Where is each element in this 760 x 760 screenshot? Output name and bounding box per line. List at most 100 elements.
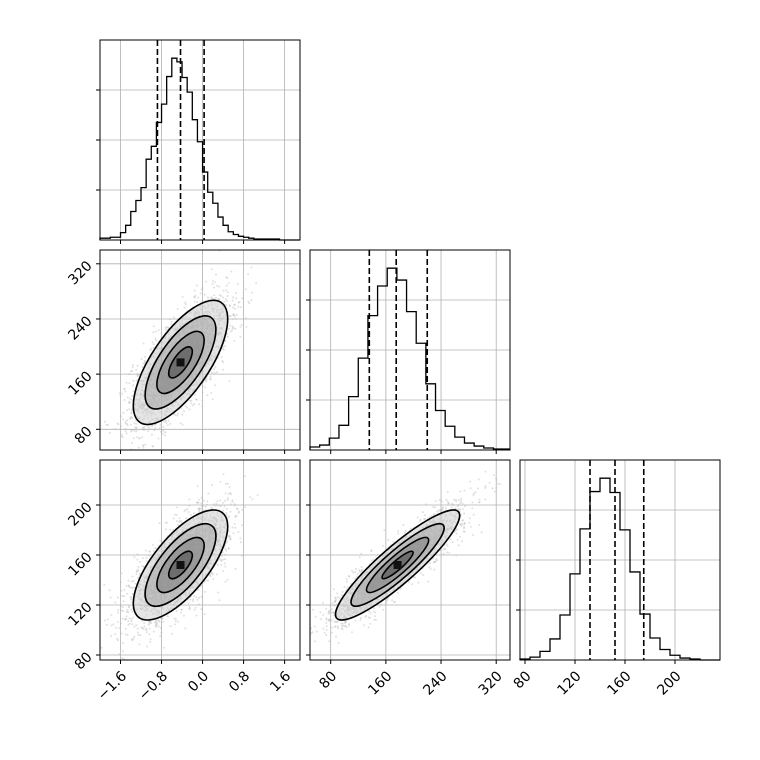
sample-point bbox=[197, 508, 200, 511]
sample-point bbox=[219, 558, 221, 560]
sample-point bbox=[135, 570, 138, 572]
sample-point bbox=[130, 416, 133, 418]
sample-point bbox=[121, 657, 124, 659]
sample-point bbox=[143, 360, 146, 363]
sample-point bbox=[201, 585, 204, 588]
sample-point bbox=[133, 422, 136, 425]
sample-point bbox=[222, 570, 224, 572]
sample-point bbox=[220, 563, 223, 566]
sample-point bbox=[201, 385, 204, 387]
sample-point bbox=[130, 429, 133, 431]
sample-point bbox=[221, 359, 224, 362]
sample-point bbox=[226, 498, 229, 501]
sample-point bbox=[233, 339, 236, 342]
sample-point bbox=[124, 390, 127, 393]
sample-point bbox=[226, 482, 229, 485]
sample-point bbox=[233, 303, 236, 306]
sample-point bbox=[216, 504, 219, 507]
sample-point bbox=[131, 442, 133, 445]
y-tick-label: 240 bbox=[65, 313, 95, 343]
sample-point bbox=[104, 619, 107, 622]
sample-point bbox=[197, 588, 200, 591]
sample-point bbox=[234, 327, 237, 330]
sample-point bbox=[126, 409, 129, 412]
sample-point bbox=[110, 613, 113, 616]
sample-point bbox=[124, 618, 127, 621]
sample-point bbox=[132, 616, 134, 619]
sample-point bbox=[170, 320, 173, 323]
sample-point bbox=[159, 539, 162, 542]
sample-point bbox=[151, 341, 154, 344]
sample-point bbox=[142, 446, 145, 449]
sample-point bbox=[235, 291, 237, 294]
sample-point bbox=[150, 622, 153, 624]
sample-point bbox=[198, 509, 201, 512]
sample-point bbox=[233, 314, 236, 317]
sample-point bbox=[129, 417, 132, 420]
sample-point bbox=[126, 396, 129, 399]
sample-point bbox=[195, 596, 198, 599]
sample-point bbox=[210, 371, 213, 374]
sample-point bbox=[216, 284, 219, 287]
sample-point bbox=[207, 296, 209, 299]
sample-point bbox=[173, 513, 176, 516]
sample-point bbox=[210, 391, 213, 394]
sample-point bbox=[239, 335, 242, 338]
sample-point bbox=[149, 640, 152, 643]
sample-point bbox=[227, 535, 230, 538]
sample-point bbox=[230, 270, 233, 273]
sample-point bbox=[169, 625, 172, 628]
sample-point bbox=[155, 330, 158, 333]
sample-point bbox=[232, 296, 235, 299]
sample-point bbox=[140, 358, 143, 360]
sample-point bbox=[143, 622, 146, 625]
sample-point bbox=[206, 503, 209, 506]
sample-point bbox=[231, 327, 234, 330]
sample-point bbox=[204, 505, 207, 508]
sample-point bbox=[195, 398, 198, 401]
sample-point bbox=[187, 601, 190, 604]
sample-point bbox=[130, 370, 132, 373]
sample-point bbox=[193, 595, 196, 598]
sample-point bbox=[235, 297, 238, 300]
x-tick-label: 200 bbox=[654, 668, 684, 698]
sample-point bbox=[251, 498, 254, 501]
sample-point bbox=[135, 573, 138, 576]
sample-point bbox=[180, 608, 183, 611]
sample-point bbox=[141, 565, 144, 568]
sample-point bbox=[127, 605, 130, 608]
sample-point bbox=[232, 312, 235, 315]
sample-point bbox=[172, 517, 175, 520]
sample-point bbox=[200, 507, 203, 510]
sample-point bbox=[148, 550, 151, 553]
sample-point bbox=[167, 419, 170, 422]
sample-point bbox=[188, 608, 191, 611]
sample-point bbox=[142, 362, 145, 365]
sample-point bbox=[156, 622, 159, 625]
sample-point bbox=[223, 300, 226, 303]
sample-point bbox=[110, 624, 113, 627]
sample-point bbox=[169, 318, 172, 321]
histogram-panel-0 bbox=[96, 39, 301, 244]
sample-point bbox=[218, 599, 221, 602]
sample-point bbox=[239, 325, 242, 328]
sample-point bbox=[142, 557, 144, 560]
sample-point bbox=[229, 503, 232, 506]
sample-point bbox=[241, 508, 244, 511]
sample-point bbox=[124, 422, 127, 425]
sample-point bbox=[138, 437, 141, 440]
sample-point bbox=[154, 547, 157, 549]
sample-point bbox=[108, 431, 111, 434]
sample-point bbox=[103, 583, 106, 586]
sample-point bbox=[222, 289, 225, 292]
sample-point bbox=[160, 430, 163, 433]
sample-point bbox=[120, 435, 123, 438]
sample-point bbox=[130, 620, 133, 623]
sample-point bbox=[233, 523, 236, 525]
sample-point bbox=[132, 379, 135, 382]
sample-point bbox=[110, 635, 113, 637]
sample-point bbox=[117, 423, 120, 426]
sample-point bbox=[126, 608, 129, 611]
sample-point bbox=[225, 303, 228, 306]
sample-point bbox=[214, 384, 216, 387]
